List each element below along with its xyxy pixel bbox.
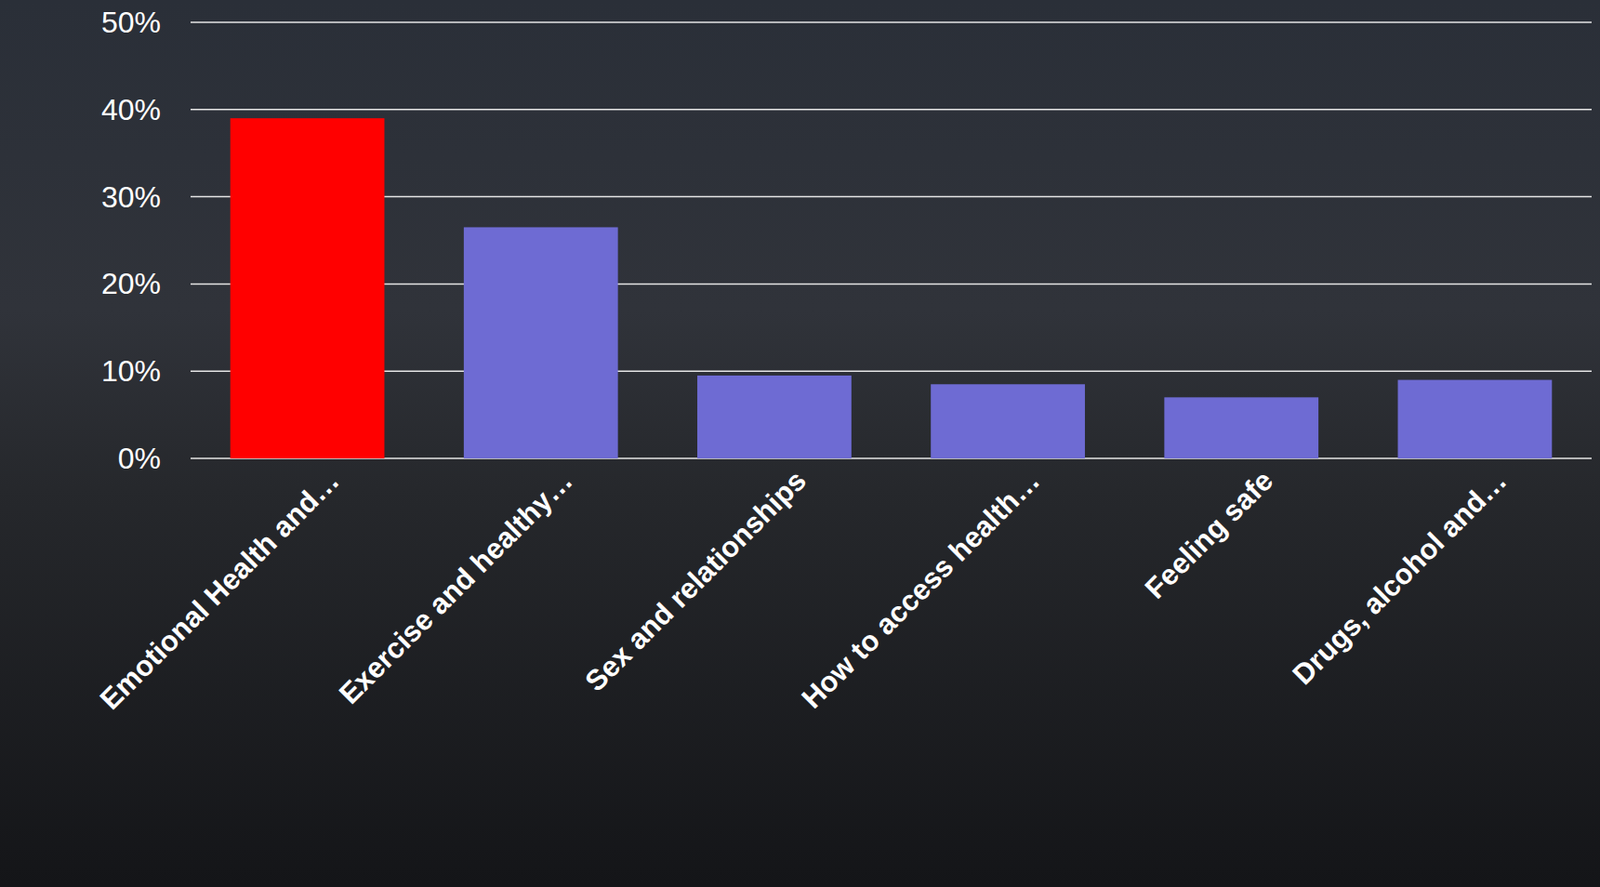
tick-label: 30%: [101, 180, 161, 214]
category-label: Drugs, alcohol and…: [1285, 463, 1513, 691]
bar: [697, 375, 852, 459]
category-label: Sex and relationships: [579, 463, 813, 698]
grid-line: [190, 196, 1592, 199]
grid-line: [190, 370, 1592, 372]
grid-line: [190, 108, 1592, 111]
tick-label: 10%: [101, 354, 161, 388]
grid-line: [190, 21, 1592, 24]
bar: [463, 226, 619, 459]
bar: [1398, 380, 1553, 459]
category-label: Emotional Health and…: [93, 463, 346, 716]
grid-line: [190, 283, 1592, 286]
bars: [230, 118, 1553, 459]
tick-label: 50%: [101, 5, 161, 40]
bar: [1163, 396, 1319, 459]
chart: 0% 10% 20% 30% 40% 50% Emotional Health and…Ex…: [0, 0, 1600, 887]
bar: [230, 118, 385, 459]
tick-label: 0%: [118, 441, 161, 476]
tick-label: 40%: [101, 92, 161, 127]
tick-label: 20%: [101, 266, 161, 301]
category-label: How to access health…: [794, 463, 1046, 715]
grid-line: [190, 457, 1592, 460]
category-label: Feeling safe: [1138, 463, 1280, 605]
bar: [930, 383, 1085, 459]
category-label: Exercise and healthy…: [332, 463, 580, 711]
